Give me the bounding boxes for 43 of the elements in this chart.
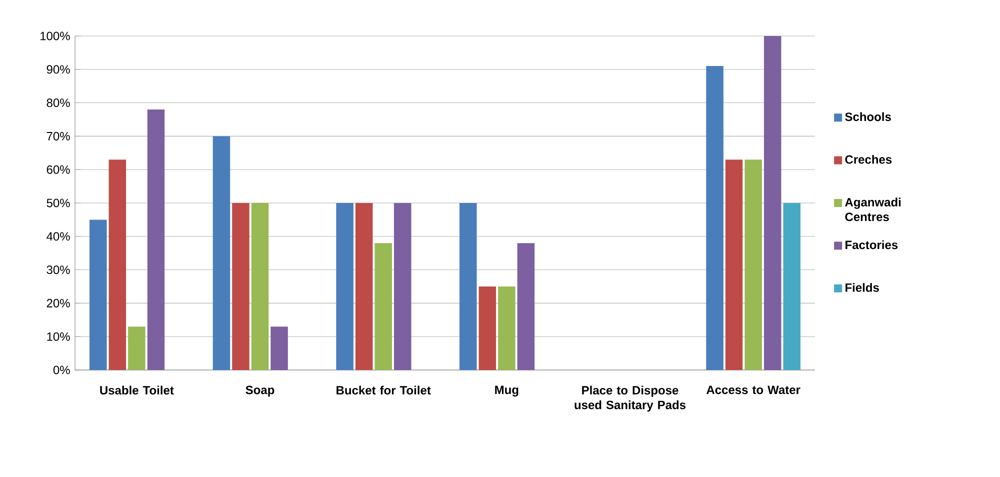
bar xyxy=(251,202,269,370)
legend-label: Schools xyxy=(845,112,891,122)
bar xyxy=(147,109,165,370)
bar xyxy=(517,243,535,370)
bar xyxy=(128,326,146,370)
bar xyxy=(394,202,412,370)
y-tick-label: 40% xyxy=(46,232,70,241)
bar xyxy=(108,160,126,370)
bar xyxy=(744,160,762,370)
bar xyxy=(355,202,373,370)
x-tick-label: Bucket for Toilet xyxy=(336,386,431,395)
y-tick-label: 90% xyxy=(46,65,70,74)
y-tick-label: 20% xyxy=(46,298,70,308)
bar xyxy=(212,136,230,370)
bar xyxy=(764,36,782,370)
bar xyxy=(90,220,107,370)
bar xyxy=(374,243,392,370)
y-tick-label: 30% xyxy=(46,266,70,274)
legend-label: Aganwadi Centres xyxy=(845,198,901,222)
y-tick-label: 0% xyxy=(53,366,70,374)
x-tick-label: Soap xyxy=(246,386,274,397)
bar xyxy=(232,202,250,370)
bar xyxy=(783,202,800,370)
bar xyxy=(336,202,354,370)
x-tick-label: Usable Toilet xyxy=(100,386,174,395)
bar xyxy=(498,286,516,370)
x-tick-label: Place to Dispose used Sanitary Pads xyxy=(574,386,686,412)
legend-label: Fields xyxy=(846,283,879,292)
bar xyxy=(460,202,477,370)
bar xyxy=(270,326,288,370)
bar xyxy=(478,286,496,370)
x-tick-label: Access to Water xyxy=(706,386,800,394)
x-tick-label: Mug xyxy=(495,386,518,397)
legend-label: Factories xyxy=(846,240,898,250)
legend-label: Creches xyxy=(845,154,892,164)
y-tick-label: 10% xyxy=(47,332,70,341)
y-tick-label: 80% xyxy=(46,98,70,108)
y-tick-label: 50% xyxy=(46,198,70,208)
y-tick-label: 100% xyxy=(40,32,70,40)
bar xyxy=(706,66,724,370)
bar xyxy=(725,160,743,370)
y-tick-label: 60% xyxy=(46,165,70,174)
y-tick-label: 70% xyxy=(46,132,70,140)
